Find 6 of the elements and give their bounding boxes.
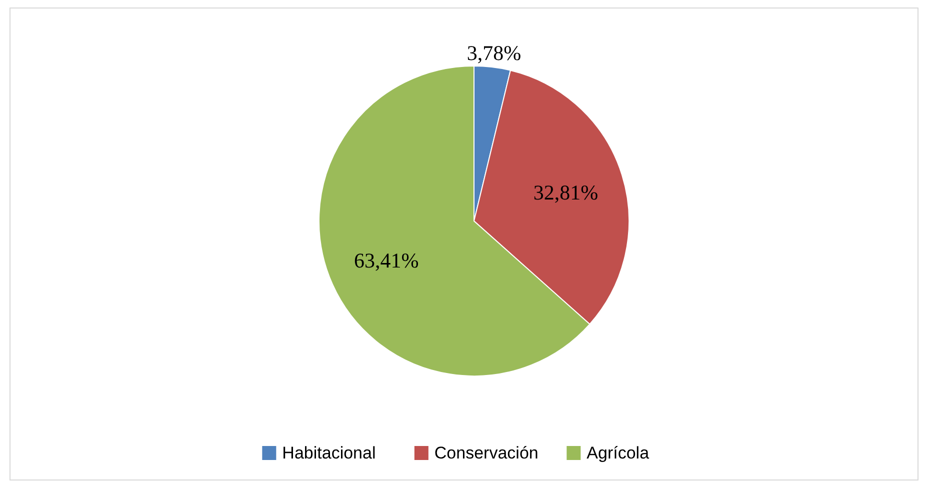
data-label: 32,81% xyxy=(533,180,598,204)
legend-label: Agrícola xyxy=(586,444,650,462)
legend-label: Conservación xyxy=(434,444,538,462)
data-label: 63,41% xyxy=(354,248,419,272)
data-label: 3,78% xyxy=(466,41,522,66)
legend-label: Habitacional xyxy=(282,444,376,462)
